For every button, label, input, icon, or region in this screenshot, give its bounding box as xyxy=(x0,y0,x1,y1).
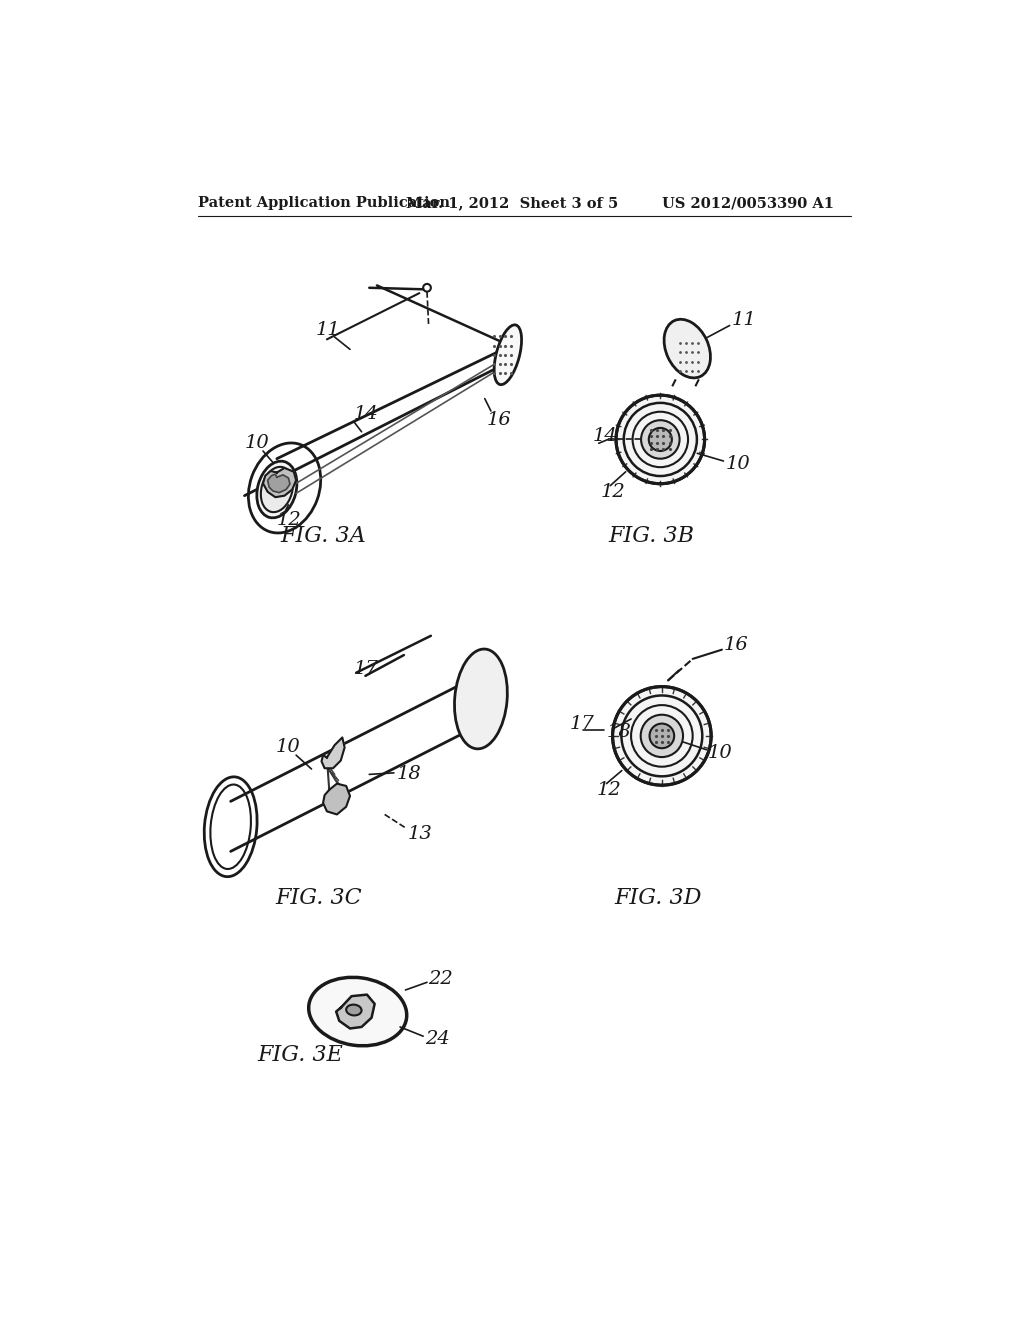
Text: FIG. 3E: FIG. 3E xyxy=(258,1044,343,1067)
Text: 24: 24 xyxy=(425,1031,451,1048)
Ellipse shape xyxy=(649,723,674,748)
Text: 10: 10 xyxy=(245,434,269,453)
Text: 12: 12 xyxy=(596,781,622,799)
Text: 18: 18 xyxy=(396,766,421,783)
Text: FIG. 3B: FIG. 3B xyxy=(608,525,694,546)
Text: 12: 12 xyxy=(600,483,625,500)
Polygon shape xyxy=(322,738,345,768)
Text: Mar. 1, 2012  Sheet 3 of 5: Mar. 1, 2012 Sheet 3 of 5 xyxy=(407,197,618,210)
Ellipse shape xyxy=(616,395,705,483)
Ellipse shape xyxy=(346,1005,361,1015)
Ellipse shape xyxy=(308,977,407,1045)
Ellipse shape xyxy=(649,428,672,451)
Polygon shape xyxy=(336,995,375,1028)
Text: Patent Application Publication: Patent Application Publication xyxy=(199,197,451,210)
Text: 10: 10 xyxy=(275,738,300,756)
Ellipse shape xyxy=(665,319,711,378)
Ellipse shape xyxy=(641,714,683,758)
Polygon shape xyxy=(323,784,350,814)
Text: 16: 16 xyxy=(486,412,511,429)
Text: 18: 18 xyxy=(606,723,631,741)
Text: FIG. 3C: FIG. 3C xyxy=(275,887,361,908)
Text: 16: 16 xyxy=(724,636,749,653)
Text: FIG. 3A: FIG. 3A xyxy=(281,525,367,546)
Text: 17: 17 xyxy=(569,715,594,734)
Text: 10: 10 xyxy=(726,455,751,473)
Ellipse shape xyxy=(455,649,507,748)
Text: 11: 11 xyxy=(315,321,340,339)
Text: 10: 10 xyxy=(708,744,733,762)
Text: 14: 14 xyxy=(593,426,617,445)
Text: 17: 17 xyxy=(354,660,379,678)
Polygon shape xyxy=(267,474,290,492)
Text: 12: 12 xyxy=(276,511,302,529)
Ellipse shape xyxy=(495,325,521,384)
Ellipse shape xyxy=(641,420,680,459)
Ellipse shape xyxy=(261,467,293,512)
Text: 14: 14 xyxy=(354,405,379,422)
Text: 22: 22 xyxy=(429,970,454,989)
Text: 11: 11 xyxy=(731,312,756,329)
Text: FIG. 3D: FIG. 3D xyxy=(614,887,701,908)
Text: US 2012/0053390 A1: US 2012/0053390 A1 xyxy=(662,197,834,210)
Polygon shape xyxy=(263,469,296,498)
Ellipse shape xyxy=(257,461,297,517)
Text: 13: 13 xyxy=(408,825,432,843)
Ellipse shape xyxy=(612,686,711,785)
